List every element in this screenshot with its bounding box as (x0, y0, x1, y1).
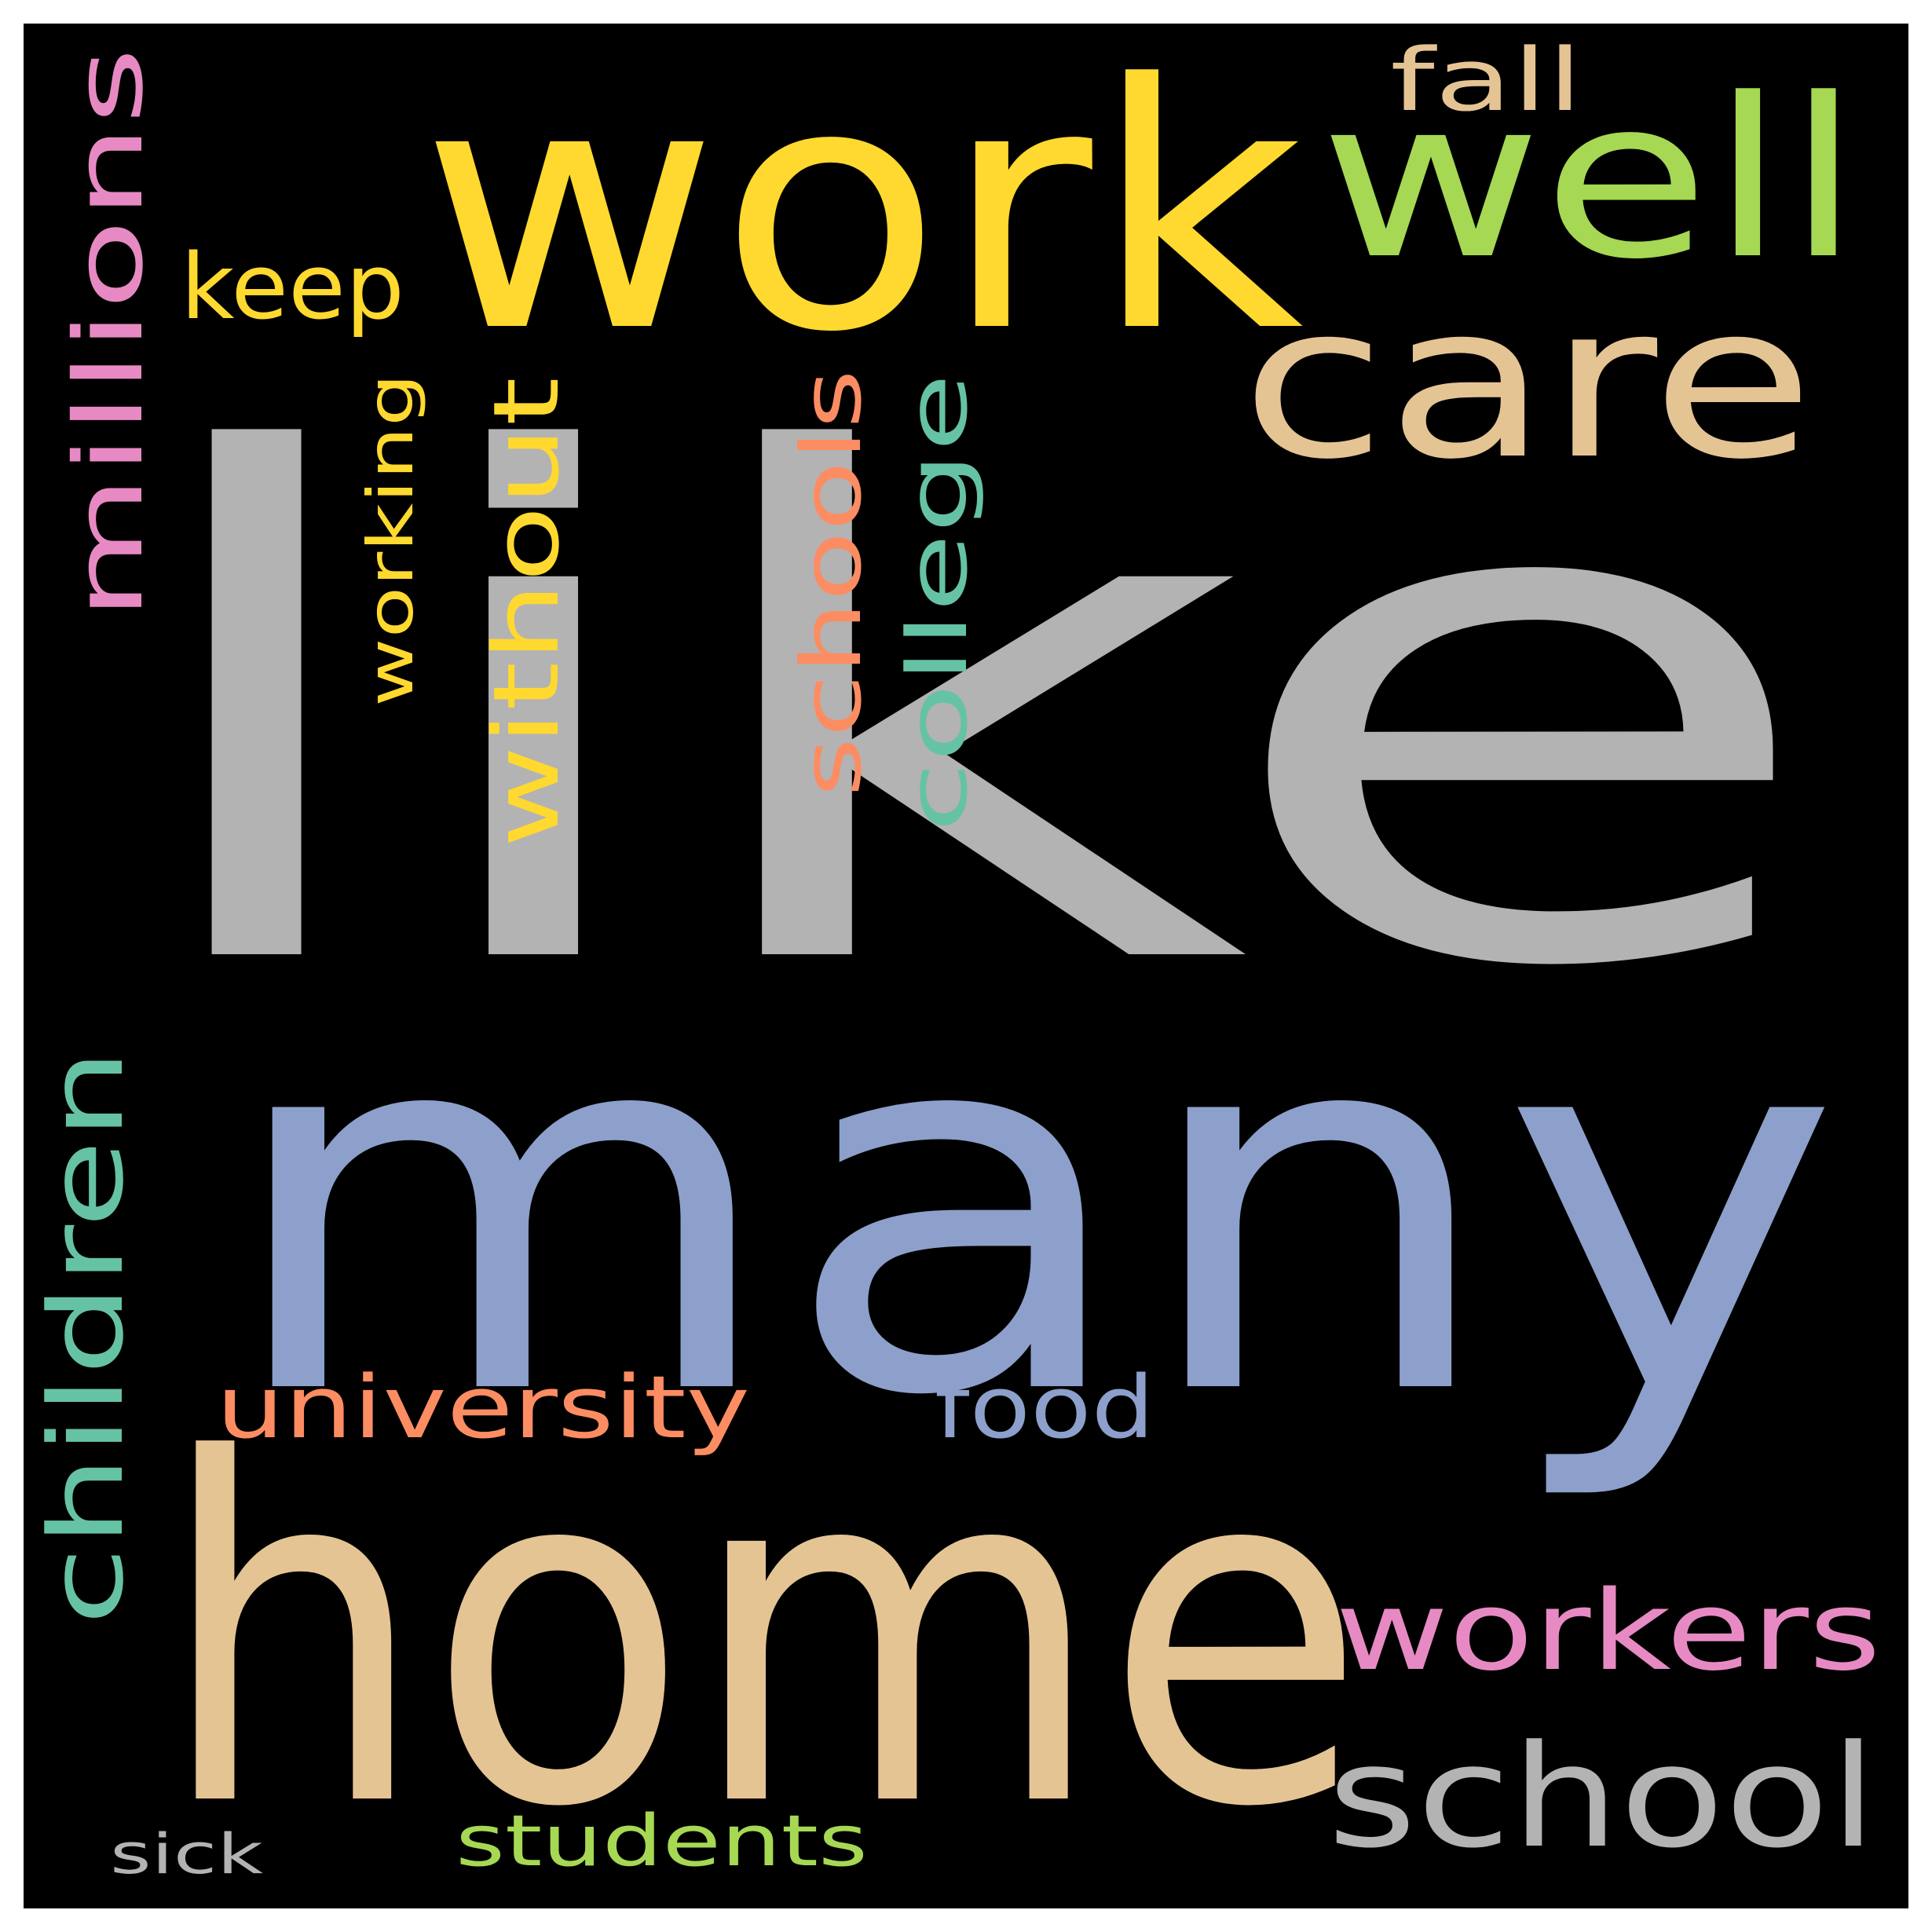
word-workers: workers (1335, 1568, 1881, 1696)
word-well: well (1319, 52, 1861, 308)
word-students: students (456, 1800, 868, 1883)
word-without: without (474, 377, 580, 848)
word-food: food (935, 1357, 1154, 1458)
word-like: like (118, 313, 1826, 1118)
word-cloud-canvas: like many home work well care keep fall … (27, 24, 1881, 1908)
word-schools: schools (784, 369, 880, 797)
word-care: care (1241, 258, 1814, 506)
word-millions: millions (55, 47, 164, 620)
word-college: college (890, 373, 986, 832)
word-fall: fall (1390, 30, 1583, 130)
word-working: working (354, 373, 427, 707)
word-university: university (216, 1357, 750, 1458)
word-cloud: like many home work well care keep fall … (24, 24, 1908, 1908)
word-work: work (420, 24, 1304, 406)
word-keep: keep (181, 235, 404, 340)
word-sick: sick (110, 1822, 264, 1886)
word-school: school (1327, 1715, 1877, 1879)
word-home: home (157, 1361, 1367, 1908)
word-many: many (220, 913, 1842, 1507)
word-children: children (27, 1048, 146, 1626)
